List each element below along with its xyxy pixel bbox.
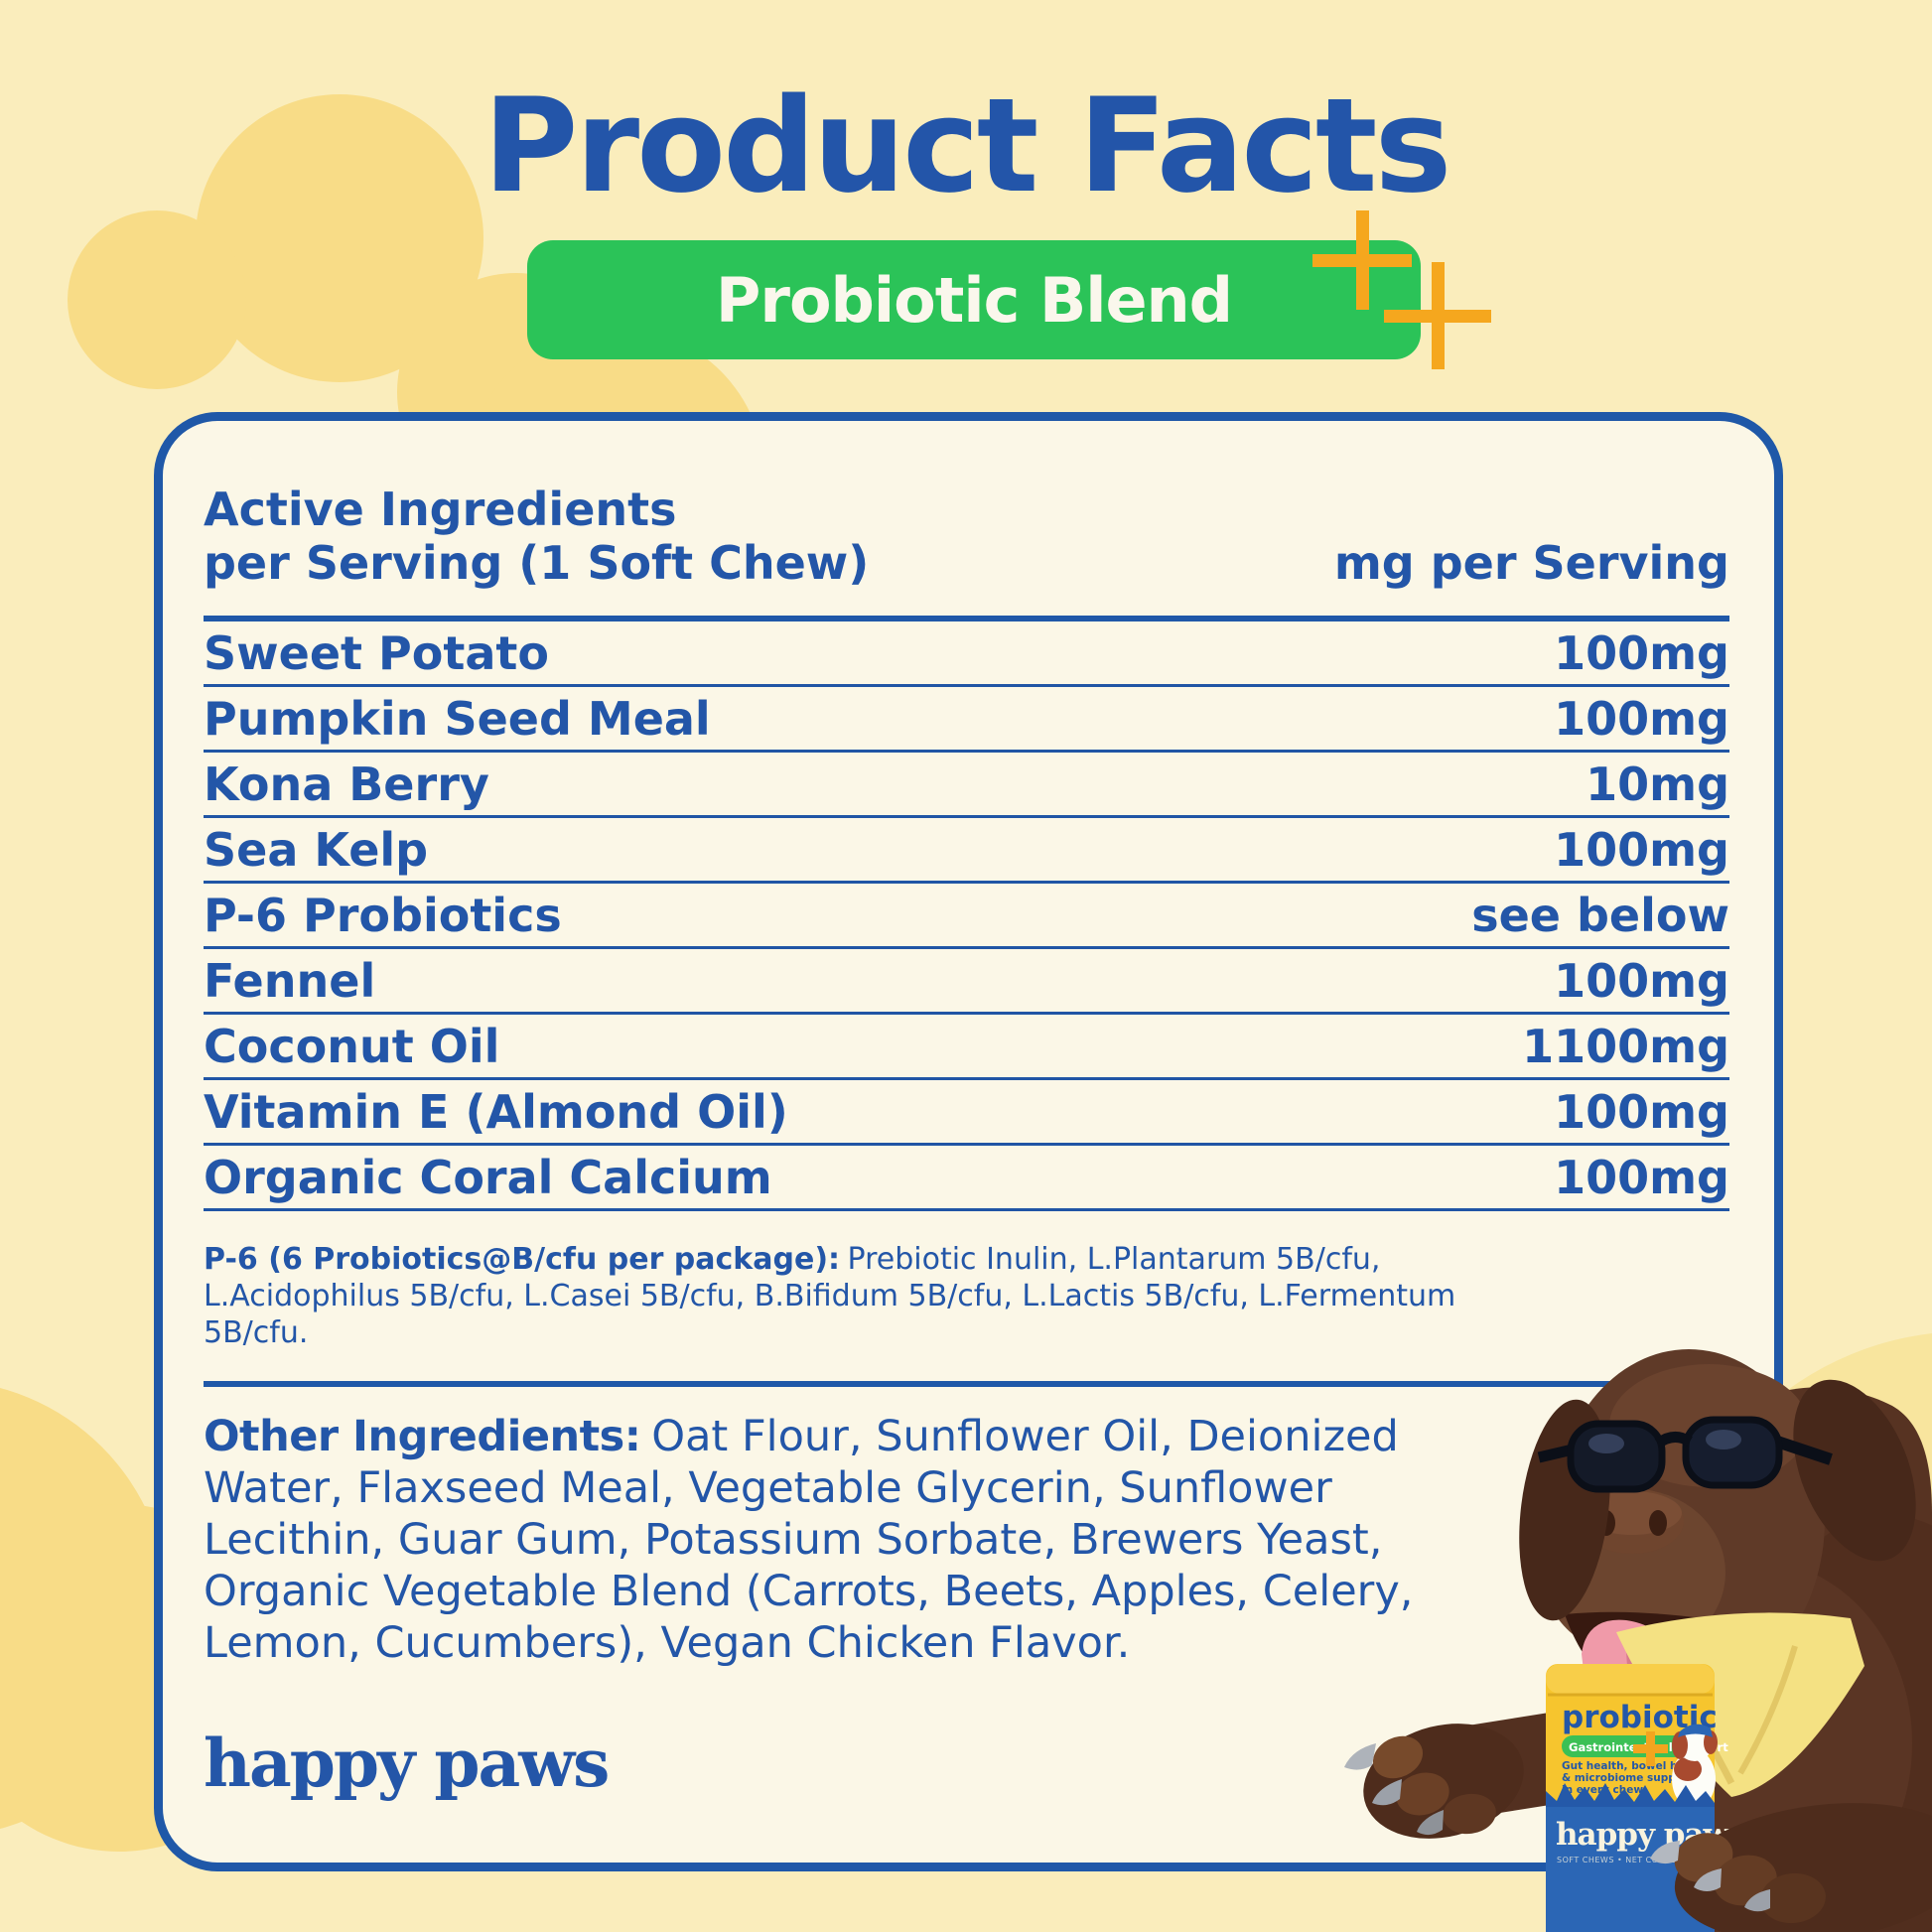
ingredient-amount: 10mg (1586, 758, 1729, 811)
bandana (1616, 1612, 1864, 1797)
brand-logo: happy paws (204, 1725, 610, 1802)
ingredient-amount: 100mg (1554, 823, 1729, 877)
ingredient-amount: 100mg (1554, 626, 1729, 680)
ingredient-name: Kona Berry (204, 758, 489, 811)
ingredient-name: Pumpkin Seed Meal (204, 692, 711, 746)
ingredient-name: P-6 Probiotics (204, 889, 562, 942)
probiotics-footnote-text: Prebiotic Inulin, L.Plantarum 5B/cfu, L.… (204, 1242, 1456, 1350)
ingredient-amount: 100mg (1554, 954, 1729, 1008)
ingredient-amount: 100mg (1554, 1151, 1729, 1204)
jar-grass-art (1546, 1783, 1715, 1807)
plus-icon (1633, 1731, 1668, 1766)
table-row: P-6 Probiotics see below (204, 884, 1729, 949)
ingredient-name: Sweet Potato (204, 626, 549, 680)
ingredient-name: Fennel (204, 954, 376, 1008)
heading-line1: Active Ingredients (204, 483, 677, 536)
ingredient-amount: 100mg (1554, 1085, 1729, 1139)
ingredient-amount: 1100mg (1522, 1020, 1729, 1073)
ingredient-amount: 100mg (1554, 692, 1729, 746)
bandana-fold (1737, 1645, 1798, 1775)
paw-claw (1694, 1868, 1722, 1891)
table-row: Sweet Potato 100mg (204, 621, 1729, 687)
ingredient-name: Coconut Oil (204, 1020, 500, 1073)
dog-ear-right (1793, 1379, 1916, 1562)
jar-footnote: SOFT CHEWS • NET CONTENTS (1557, 1856, 1693, 1864)
paw-claw (1650, 1841, 1680, 1864)
section-divider (204, 1381, 1738, 1387)
paw-toe (1443, 1793, 1496, 1835)
paw-claw (1744, 1889, 1770, 1912)
paw-claw (1417, 1810, 1444, 1836)
product-jar: probiotic Gastrointestinal Support Gut h… (1546, 1664, 1746, 1932)
paw-toe (1372, 1735, 1424, 1779)
other-ingredients: Other Ingredients: Oat Flour, Sunflower O… (204, 1411, 1484, 1669)
probiotics-footnote-label: P-6 (6 Probiotics@B/cfu per package): (204, 1242, 841, 1277)
ingredient-amount: see below (1471, 889, 1729, 942)
dog-photo: probiotic Gastrointestinal Support Gut h… (1344, 1333, 1932, 1932)
table-row: Vitamin E (Almond Oil) 100mg (204, 1080, 1729, 1146)
table-row: Kona Berry 10mg (204, 753, 1729, 818)
paw-toe (1760, 1872, 1826, 1924)
ingredient-name: Sea Kelp (204, 823, 429, 877)
paw-claw (1344, 1743, 1376, 1770)
jar-benefit-line: & microbiome support (1562, 1772, 1693, 1784)
table-row: Sea Kelp 100mg (204, 818, 1729, 884)
page-title: Product Facts (483, 69, 1452, 221)
paw-claw (1372, 1779, 1402, 1806)
plus-icon (1384, 262, 1491, 369)
heading-line2: per Serving (1 Soft Chew) (204, 536, 870, 590)
active-ingredients-heading: Active Ingredients per Serving (1 Soft C… (204, 483, 869, 590)
table-row: Coconut Oil 1100mg (204, 1015, 1729, 1080)
badge-label: Probiotic Blend (715, 263, 1233, 337)
plus-icon (1312, 210, 1412, 310)
other-ingredients-label: Other Ingredients: (204, 1412, 641, 1461)
table-row: Fennel 100mg (204, 949, 1729, 1015)
jar-benefit-line: Gut health, bowel health (1562, 1760, 1708, 1772)
ingredient-name: Organic Coral Calcium (204, 1151, 772, 1204)
table-header: Active Ingredients per Serving (1 Soft C… (204, 483, 1729, 621)
ingredient-name: Vitamin E (Almond Oil) (204, 1085, 788, 1139)
sunglasses (1537, 1416, 1833, 1493)
amount-column-heading: mg per Serving (1333, 536, 1729, 590)
paw-toe (1396, 1772, 1449, 1816)
other-ingredients-text: Oat Flour, Sunflower Oil, Deionized Wate… (204, 1412, 1414, 1668)
product-facts-card: Active Ingredients per Serving (1 Soft C… (154, 412, 1783, 1871)
probiotic-blend-badge: Probiotic Blend (527, 240, 1421, 359)
nostril (1649, 1510, 1667, 1536)
table-row: Pumpkin Seed Meal 100mg (204, 687, 1729, 753)
cloud-shape (68, 210, 246, 389)
table-row: Organic Coral Calcium 100mg (204, 1146, 1729, 1211)
probiotics-footnote: P-6 (6 Probiotics@B/cfu per package): Pre… (204, 1241, 1524, 1351)
dog-right-paw (1650, 1803, 1932, 1932)
